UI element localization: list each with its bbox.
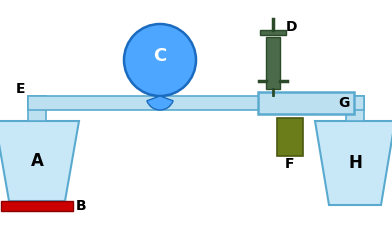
Text: A: A (31, 152, 44, 170)
Polygon shape (315, 121, 392, 205)
FancyBboxPatch shape (258, 92, 354, 114)
Circle shape (124, 24, 196, 96)
FancyBboxPatch shape (1, 201, 73, 211)
Text: F: F (285, 157, 295, 171)
Wedge shape (147, 96, 173, 110)
Text: B: B (76, 199, 87, 213)
FancyBboxPatch shape (28, 96, 364, 110)
Text: H: H (348, 154, 362, 172)
FancyBboxPatch shape (266, 37, 280, 89)
FancyBboxPatch shape (28, 96, 46, 121)
Text: C: C (153, 47, 167, 65)
Text: E: E (16, 82, 25, 96)
FancyBboxPatch shape (277, 118, 303, 156)
FancyBboxPatch shape (260, 30, 286, 35)
FancyBboxPatch shape (346, 96, 364, 121)
Polygon shape (0, 121, 79, 201)
Text: D: D (286, 20, 298, 34)
Text: G: G (338, 96, 350, 110)
